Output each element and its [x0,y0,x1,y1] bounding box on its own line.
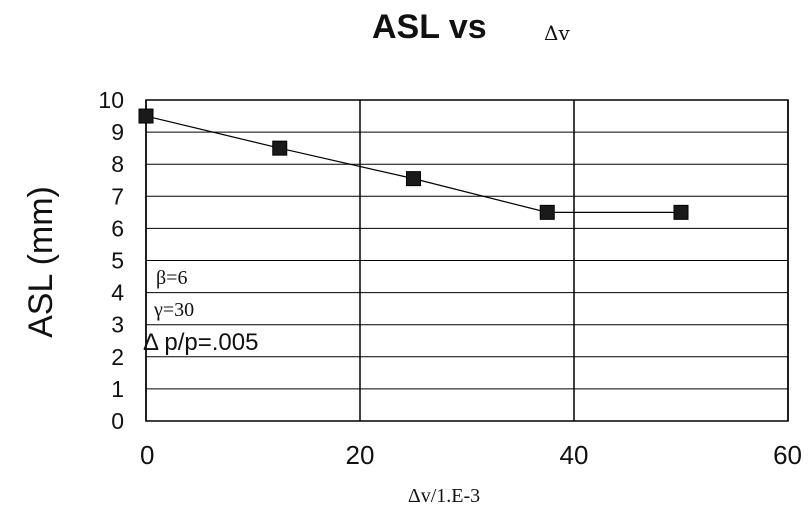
x-tick-label: 0 [140,440,154,470]
y-tick-label: 4 [111,280,124,306]
data-point [272,140,288,156]
chart-title-symbol: Δv [544,21,570,45]
y-tick-label: 3 [111,312,124,338]
x-axis-label: Δv/1.E-3 [408,485,480,507]
y-tick-label: 2 [111,344,124,370]
annotation-beta: β=6 [156,267,187,289]
data-point [673,204,689,220]
chart-title: ASL vs [372,8,487,46]
y-tick-label: 5 [111,248,124,274]
x-tick-label: 40 [560,440,589,470]
y-tick-label: 1 [111,376,124,402]
x-tick-labels: 0 20 40 60 [140,440,802,470]
y-tick-label: 10 [98,87,124,113]
y-tick-label: 6 [111,215,124,241]
y-tick-label: 8 [111,151,124,177]
plot-frame [145,99,789,422]
y-axis-label: ASL (mm) [22,186,60,338]
x-tick-label: 20 [346,440,375,470]
y-tick-label: 9 [111,119,124,145]
y-tick-labels: 0 1 2 3 4 5 6 7 8 9 10 [98,87,124,434]
annotation-dp-over-p: Δ p/p=.005 [143,329,258,356]
horizontal-gridlines [146,99,788,422]
y-tick-label: 0 [111,408,124,434]
data-point [138,108,154,124]
y-tick-label: 7 [111,183,124,209]
x-tick-label: 60 [773,440,802,470]
data-point [539,204,555,220]
data-series [138,108,689,220]
data-point [406,171,421,187]
annotation-gamma: γ=30 [153,299,194,321]
